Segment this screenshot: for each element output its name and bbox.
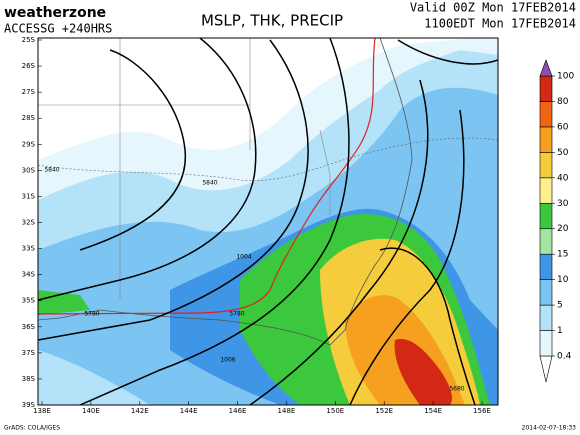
- colorbar-label: 50: [557, 148, 569, 158]
- colorbar-label: 0.4: [557, 352, 572, 362]
- lon-label: 144E: [180, 407, 198, 415]
- colorbar-label: 5: [557, 301, 563, 311]
- lon-label: 152E: [375, 407, 393, 415]
- lat-label: 37S: [22, 349, 36, 357]
- map-panel: [38, 38, 498, 405]
- lat-label: 28S: [22, 114, 36, 122]
- lat-label: 33S: [22, 245, 36, 253]
- footer-source: GrADS: COLA/IGES: [4, 425, 60, 432]
- colorbar-segment: [539, 202, 553, 230]
- contour-label: 1006: [220, 357, 235, 364]
- colorbar-segment: [539, 152, 553, 179]
- colorbar-segment: [539, 330, 553, 357]
- colorbar-over: [539, 59, 553, 77]
- model-label: ACCESSG +240HRS: [4, 22, 112, 36]
- precip-red: [394, 339, 452, 405]
- contour-label: 1004: [236, 254, 251, 261]
- thickness-line: [38, 38, 376, 315]
- state-borders: [38, 38, 331, 300]
- colorbar-label: 10: [557, 275, 569, 285]
- colorbar-segment: [539, 279, 553, 306]
- colorbar-label: 40: [557, 173, 569, 183]
- thickness-contours: [38, 137, 498, 181]
- lon-label: 154E: [424, 407, 442, 415]
- lon-label: 140E: [82, 407, 100, 415]
- contour-label: 5780: [229, 311, 244, 318]
- colorbar-label: 60: [557, 122, 569, 132]
- lon-label: 150E: [326, 407, 344, 415]
- lon-label: 148E: [278, 407, 296, 415]
- colorbar-label: 20: [557, 224, 569, 234]
- map-title: MSLP, THK, PRECIP: [201, 12, 343, 30]
- coastline: [38, 38, 413, 346]
- lat-label: 30S: [22, 166, 36, 174]
- lat-label: 35S: [22, 297, 36, 305]
- lat-label: 39S: [22, 401, 36, 409]
- lat-label: 27S: [22, 88, 36, 96]
- lon-label: 156E: [473, 407, 491, 415]
- contour-label: 5840: [44, 167, 59, 174]
- colorbar-label: 15: [557, 250, 568, 260]
- isobars: [38, 38, 498, 405]
- logo: weatherzone: [4, 5, 106, 21]
- colorbar-under: [539, 355, 553, 383]
- lat-label: 26S: [22, 62, 36, 70]
- colorbar-segment: [539, 101, 553, 128]
- lat-label: 32S: [22, 219, 36, 227]
- lon-label: 142E: [131, 407, 149, 415]
- map-frame: [37, 37, 499, 406]
- colorbar-segment: [539, 253, 553, 280]
- contour-labels: 5840 5840 1004 5780 5780 1006 5680: [44, 167, 464, 393]
- lon-label: 146E: [229, 407, 247, 415]
- contour-label: 5680: [449, 386, 464, 393]
- footer-stamp: 2014-02-07-18:33: [522, 425, 577, 432]
- lat-label: 36S: [22, 323, 36, 331]
- lat-label: 38S: [22, 375, 36, 383]
- valid-time: Valid 00Z Mon 17FEB2014: [410, 1, 576, 15]
- colorbar-label: 1: [557, 326, 563, 336]
- lat-label: 25S: [22, 36, 36, 44]
- colorbar-segment: [539, 177, 553, 204]
- lat-label: 31S: [22, 192, 36, 200]
- lat-label: 34S: [22, 271, 36, 279]
- colorbar-label: 30: [557, 199, 569, 209]
- colorbar-label: 80: [557, 97, 569, 107]
- lon-label: 138E: [33, 407, 51, 415]
- colorbar-label: 100: [557, 72, 574, 82]
- lat-label: 29S: [22, 140, 36, 148]
- colorbar-segment: [539, 75, 553, 102]
- contour-label: 5780: [84, 311, 99, 318]
- contour-label: 5840: [202, 180, 217, 187]
- colorbar-segment: [539, 228, 553, 255]
- colorbar-segment: [539, 304, 553, 331]
- local-time: 1100EDT Mon 17FEB2014: [424, 17, 576, 31]
- colorbar-segment: [539, 126, 553, 153]
